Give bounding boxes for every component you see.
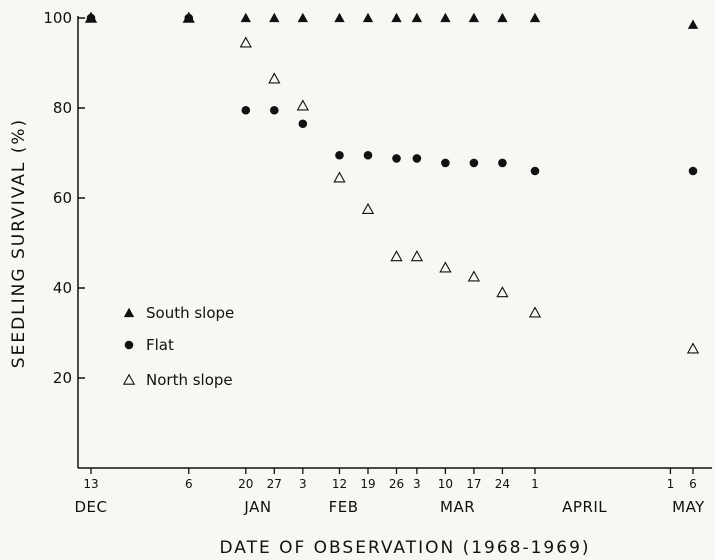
- north-slope-point: [410, 250, 424, 262]
- x-tick-label: 3: [413, 477, 421, 491]
- north-slope-point: [84, 11, 98, 23]
- legend-marker-north-slope: [122, 373, 136, 385]
- north-slope-point: [239, 36, 252, 48]
- flat-point: [469, 158, 479, 168]
- axes: [77, 16, 712, 469]
- x-tick-label: 1: [531, 477, 539, 491]
- south-slope-point: [497, 12, 508, 23]
- x-tick-label: 3: [299, 477, 307, 491]
- x-tick-label: 10: [438, 477, 453, 491]
- x-axis-title: DATE OF OBSERVATION (1968-1969): [219, 538, 590, 558]
- flat-point: [498, 158, 507, 168]
- month-label: JAN: [243, 498, 271, 516]
- south-slope-point: [529, 12, 541, 23]
- month-label: FEB: [329, 498, 359, 516]
- south-slope-point: [468, 12, 480, 23]
- north-slope-point: [333, 171, 346, 183]
- month-label: DEC: [74, 498, 107, 516]
- south-slope-point: [297, 12, 309, 23]
- flat-point: [392, 154, 401, 163]
- south-slope-point: [334, 12, 345, 23]
- x-tick-label: 27: [267, 477, 282, 491]
- y-tick-label: 80: [53, 99, 72, 117]
- x-tick-label: 6: [185, 477, 193, 491]
- y-ticks: 20 40 60 80 100: [43, 9, 85, 387]
- south-slope-point: [687, 19, 699, 29]
- south-slope-point: [269, 12, 280, 23]
- x-tick-label: 12: [332, 477, 347, 491]
- flat-point: [335, 150, 344, 160]
- flat-point: [530, 166, 540, 176]
- month-label: APRIL: [562, 498, 607, 516]
- y-tick-label: 60: [53, 189, 72, 207]
- month-label: MAR: [440, 498, 475, 516]
- north-slope-point: [182, 11, 195, 23]
- y-axis-title: SEEDLING SURVIVAL (%): [9, 118, 29, 368]
- north-slope-point: [268, 72, 281, 84]
- y-tick-label: 40: [53, 279, 72, 297]
- flat-point: [363, 150, 373, 160]
- south-slope-point: [240, 12, 251, 23]
- legend-marker-flat: [124, 340, 134, 350]
- legend-label-south-slope: South slope: [146, 304, 234, 322]
- legend-label-north-slope: North slope: [146, 371, 233, 389]
- x-tick-label: 13: [83, 477, 98, 491]
- north-slope-point: [390, 250, 403, 262]
- south-slope-point: [391, 12, 402, 23]
- month-labels: DEC JAN FEB MAR APRIL MAY: [74, 498, 705, 516]
- x-tick-label: 24: [495, 477, 510, 491]
- north-slope-point: [296, 99, 309, 111]
- flat-point: [298, 119, 308, 129]
- flat-point: [270, 105, 279, 115]
- north-slope-point: [528, 306, 542, 318]
- north-slope-point: [439, 261, 452, 273]
- legend-label-flat: Flat: [146, 336, 174, 354]
- flat-point: [241, 105, 251, 115]
- x-tick-label: 26: [389, 477, 404, 491]
- x-tick-label: 19: [360, 477, 375, 491]
- north-slope-point: [496, 286, 509, 298]
- north-slope-point: [467, 270, 481, 282]
- north-slope-point: [361, 202, 375, 214]
- x-tick-label: 17: [466, 477, 481, 491]
- legend-marker-south-slope: [123, 307, 135, 318]
- flat-point: [412, 154, 422, 163]
- data-points: [84, 11, 700, 354]
- y-tick-label: 100: [43, 9, 72, 27]
- north-slope-point: [686, 342, 700, 354]
- legend: South slope Flat North slope: [122, 304, 234, 389]
- flat-point: [688, 166, 698, 176]
- flat-point: [441, 158, 450, 168]
- x-tick-label: 1: [667, 477, 675, 491]
- south-slope-point: [440, 12, 451, 23]
- south-slope-point: [362, 12, 374, 23]
- x-tick-label: 6: [689, 477, 697, 491]
- x-tick-label: 20: [238, 477, 253, 491]
- x-ticks: 13 6 20 27 3 12 19 26 3 10 17 24 1 1 6: [83, 468, 697, 491]
- month-label: MAY: [672, 498, 705, 516]
- y-tick-label: 20: [53, 369, 72, 387]
- south-slope-point: [411, 12, 423, 23]
